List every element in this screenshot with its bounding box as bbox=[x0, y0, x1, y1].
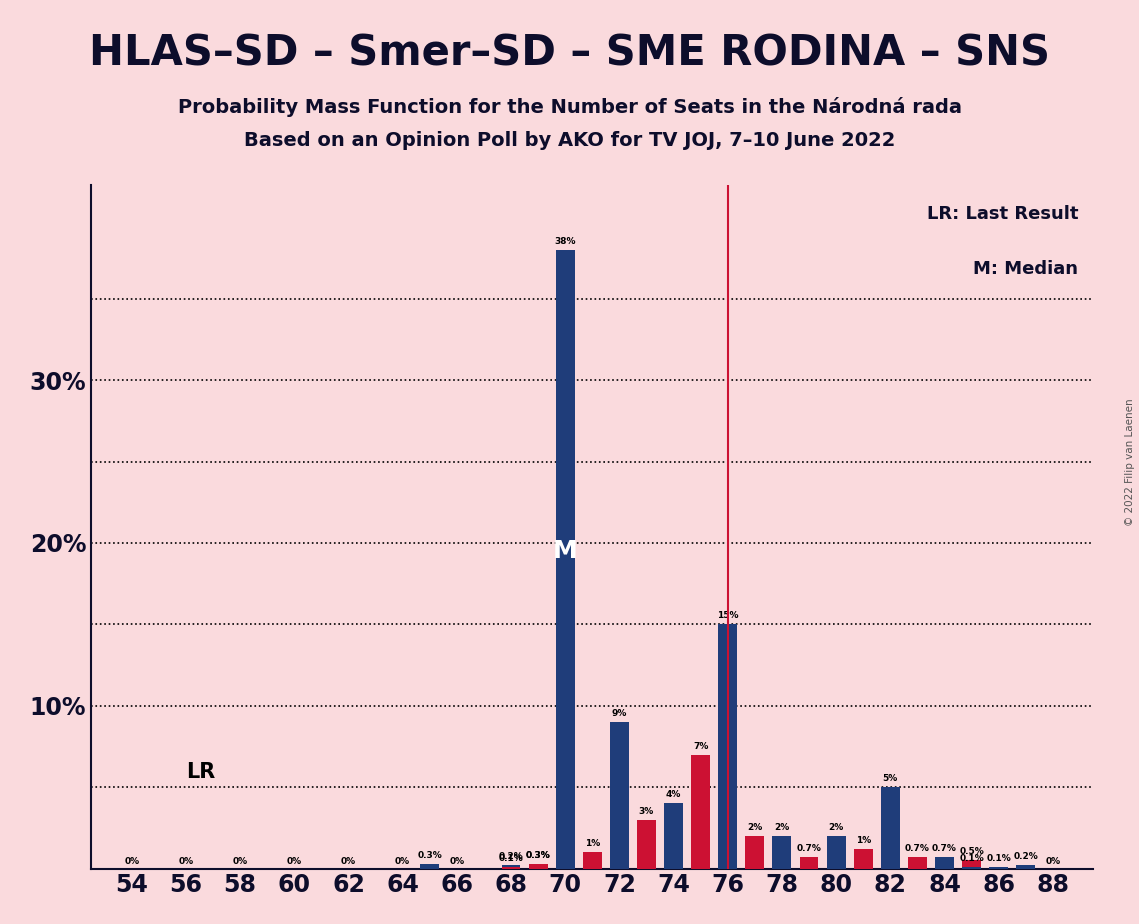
Text: 0%: 0% bbox=[1046, 857, 1060, 866]
Text: LR: Last Result: LR: Last Result bbox=[927, 205, 1079, 224]
Text: 2%: 2% bbox=[747, 823, 762, 832]
Text: 0.1%: 0.1% bbox=[499, 854, 524, 863]
Text: 0%: 0% bbox=[124, 857, 139, 866]
Bar bbox=[962, 860, 981, 869]
Text: 38%: 38% bbox=[555, 237, 576, 246]
Text: 0.3%: 0.3% bbox=[526, 851, 550, 859]
Bar bbox=[528, 864, 548, 869]
Bar bbox=[691, 755, 710, 869]
Text: 0.5%: 0.5% bbox=[959, 847, 984, 857]
Bar bbox=[880, 787, 900, 869]
Text: 3%: 3% bbox=[639, 807, 654, 816]
Text: 2%: 2% bbox=[775, 823, 789, 832]
Text: 0%: 0% bbox=[395, 857, 410, 866]
Text: 0%: 0% bbox=[341, 857, 357, 866]
Bar bbox=[800, 857, 819, 869]
Bar bbox=[908, 857, 927, 869]
Bar bbox=[609, 722, 629, 869]
Text: Based on an Opinion Poll by AKO for TV JOJ, 7–10 June 2022: Based on an Opinion Poll by AKO for TV J… bbox=[244, 131, 895, 151]
Text: 9%: 9% bbox=[612, 709, 628, 718]
Bar bbox=[556, 249, 575, 869]
Bar bbox=[935, 857, 954, 869]
Bar bbox=[827, 836, 845, 869]
Text: 0.2%: 0.2% bbox=[1014, 852, 1038, 861]
Text: 0.7%: 0.7% bbox=[796, 845, 821, 853]
Text: 2%: 2% bbox=[828, 823, 844, 832]
Text: 0.2%: 0.2% bbox=[499, 852, 524, 861]
Text: 5%: 5% bbox=[883, 774, 898, 784]
Bar bbox=[719, 625, 737, 869]
Bar bbox=[501, 867, 521, 869]
Text: Probability Mass Function for the Number of Seats in the Národná rada: Probability Mass Function for the Number… bbox=[178, 97, 961, 117]
Bar bbox=[637, 820, 656, 869]
Text: 0.1%: 0.1% bbox=[959, 854, 984, 863]
Bar bbox=[1016, 865, 1035, 869]
Text: 0.3%: 0.3% bbox=[526, 851, 550, 859]
Text: HLAS–SD – Smer–SD – SME RODINA – SNS: HLAS–SD – Smer–SD – SME RODINA – SNS bbox=[89, 32, 1050, 74]
Bar bbox=[989, 867, 1008, 869]
Text: 0%: 0% bbox=[449, 857, 465, 866]
Bar bbox=[745, 836, 764, 869]
Text: © 2022 Filip van Laenen: © 2022 Filip van Laenen bbox=[1125, 398, 1134, 526]
Bar bbox=[962, 867, 981, 869]
Text: LR: LR bbox=[186, 762, 215, 783]
Text: 0.7%: 0.7% bbox=[932, 845, 957, 853]
Text: 0%: 0% bbox=[179, 857, 194, 866]
Bar bbox=[420, 864, 440, 869]
Bar bbox=[583, 852, 601, 869]
Text: 0.3%: 0.3% bbox=[417, 851, 442, 859]
Bar bbox=[528, 864, 548, 869]
Text: 0%: 0% bbox=[232, 857, 247, 866]
Bar bbox=[501, 865, 521, 869]
Text: M: M bbox=[552, 539, 577, 563]
Text: M: Median: M: Median bbox=[974, 260, 1079, 278]
Text: 4%: 4% bbox=[666, 790, 681, 799]
Text: 0.1%: 0.1% bbox=[986, 854, 1011, 863]
Text: 15%: 15% bbox=[716, 612, 738, 620]
Text: 1%: 1% bbox=[584, 839, 600, 848]
Bar bbox=[772, 836, 792, 869]
Text: 7%: 7% bbox=[693, 742, 708, 750]
Bar bbox=[854, 849, 872, 869]
Text: 0.7%: 0.7% bbox=[904, 845, 929, 853]
Text: 1%: 1% bbox=[855, 836, 871, 845]
Text: 0%: 0% bbox=[287, 857, 302, 866]
Bar bbox=[664, 804, 683, 869]
